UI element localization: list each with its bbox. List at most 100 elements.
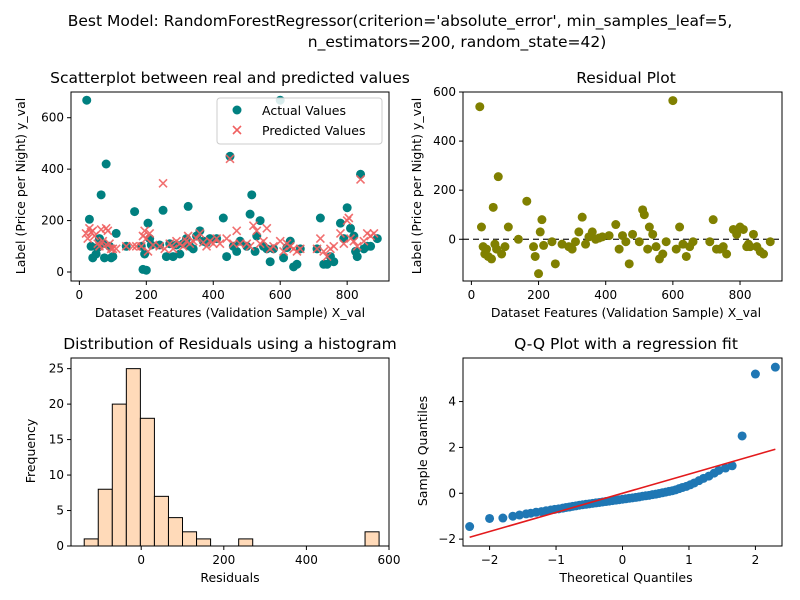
residual-point (577, 212, 587, 222)
predicted-value-point (339, 239, 349, 249)
actual-value-point (143, 218, 153, 228)
residual-point (624, 259, 634, 269)
y-tick-label: 5 (56, 504, 64, 518)
qq-point (485, 513, 495, 523)
predicted-value-point (278, 246, 289, 256)
residual-point (661, 237, 671, 247)
actual-value-point (146, 240, 156, 250)
y-tick-label: 15 (49, 433, 64, 447)
predicted-value-point (121, 241, 131, 251)
actual-value-point (161, 252, 171, 262)
predicted-value-point (108, 244, 118, 254)
histogram-bar (196, 538, 212, 547)
actual-value-point (235, 236, 245, 246)
y-tick-label: 0 (56, 265, 64, 279)
residual-point (534, 269, 544, 279)
predicted-value-point (359, 236, 369, 246)
predicted-value-point (202, 241, 212, 251)
residual-point (488, 202, 498, 212)
qq-point (727, 461, 737, 471)
residual-point (482, 244, 492, 254)
residual-point (476, 222, 486, 232)
qq-point (508, 511, 518, 521)
residual-point (671, 244, 681, 254)
actual-value-point (366, 241, 376, 251)
x-tick-label: 800 (729, 288, 752, 302)
residual-point (614, 244, 624, 254)
residual-point (550, 259, 560, 269)
actual-value-point (255, 216, 265, 226)
histogram-bar (167, 517, 184, 547)
actual-value-point (205, 234, 215, 244)
predicted-value-point (235, 239, 245, 249)
actual-value-point (111, 228, 121, 238)
legend-label-predicted: Predicted Values (262, 123, 366, 138)
residual-point (648, 229, 658, 239)
residual-panel: 0 200 400 600 800 0 200 400 600 Residual Plot Da… (409, 69, 783, 320)
predicted-value-point (352, 241, 362, 251)
residual-point (611, 220, 621, 230)
actual-value-point (232, 246, 242, 256)
residual-point (639, 210, 649, 220)
predicted-value-point (143, 246, 153, 256)
qq-title: Q-Q Plot with a regression fit (514, 335, 738, 353)
predicted-value-point (349, 236, 359, 246)
qq-xlabel: Theoretical Quantiles (558, 570, 692, 585)
histogram-bar (182, 531, 198, 547)
qq-point (465, 522, 475, 532)
predicted-value-point (315, 234, 325, 244)
actual-value-point (195, 226, 205, 236)
y-tick-label: 10 (49, 468, 64, 482)
y-tick-label: 2 (448, 440, 456, 454)
y-tick-label: 400 (433, 134, 456, 148)
residual-point (547, 237, 557, 247)
y-tick-label: 25 (49, 362, 64, 376)
residual-point (537, 215, 547, 225)
x-tick-label: 400 (594, 288, 617, 302)
legend-label-actual: Actual Values (262, 103, 346, 118)
residual-point (570, 237, 580, 247)
predicted-value-point (128, 241, 138, 251)
residual-title: Residual Plot (576, 69, 676, 87)
y-tick-label: 600 (433, 85, 456, 99)
histogram-ylabel: Frequency (23, 418, 38, 483)
histogram-axes: 0 200 400 600 0 5 10 15 20 25 (49, 357, 400, 567)
x-tick-label: 200 (212, 553, 235, 567)
actual-value-point (101, 159, 111, 169)
x-tick-label: 600 (661, 288, 684, 302)
axes-frame (462, 91, 783, 282)
predicted-value-point (215, 239, 225, 249)
actual-value-point (99, 253, 109, 263)
histogram-panel: 0 200 400 600 0 5 10 15 20 25 Distribution of Res… (23, 335, 400, 585)
predicted-value-point (355, 174, 366, 184)
qq-point (498, 513, 508, 523)
y-tick-label: 0 (448, 486, 456, 500)
qq-axes: −2 −1 0 1 2 −2 0 2 4 (438, 357, 783, 567)
actual-value-point (335, 218, 345, 228)
scatter-ylabel: Label (Price per Night) y_val (13, 98, 28, 274)
axes-frame (70, 91, 390, 282)
actual-value-point (183, 201, 193, 211)
y-tick-label: 600 (41, 111, 64, 125)
predicted-value-point (103, 226, 113, 236)
regression-fit-line (469, 448, 776, 539)
residual-point (581, 239, 591, 249)
predicted-value-point (295, 244, 305, 254)
residual-point (634, 237, 644, 247)
legend-marker-predicted (232, 125, 242, 135)
predicted-value-point (262, 223, 272, 233)
histogram-bar (139, 417, 155, 547)
residual-point (705, 237, 715, 247)
residual-point (567, 244, 577, 254)
residual-point (621, 237, 631, 247)
x-tick-label: 400 (295, 553, 318, 567)
residual-point (513, 234, 523, 244)
histogram-bar (238, 538, 254, 547)
predicted-value-point (344, 213, 354, 223)
residual-point (738, 224, 748, 234)
histogram-bar (364, 531, 380, 547)
histogram-bar (83, 538, 99, 547)
actual-value-point (262, 244, 272, 254)
actual-value-point (372, 234, 382, 244)
actual-value-point (269, 244, 279, 254)
